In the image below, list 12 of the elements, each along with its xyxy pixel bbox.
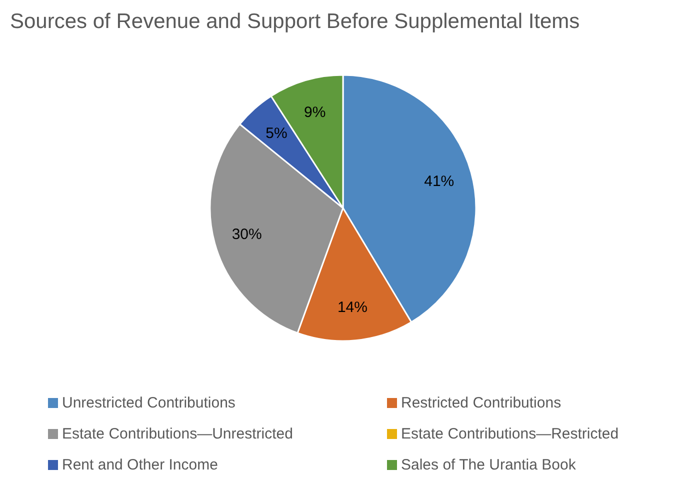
- legend-label: Unrestricted Contributions: [62, 394, 236, 412]
- legend-label: Estate Contributions—Restricted: [401, 426, 619, 442]
- legend-label: Estate Contributions—Unrestricted: [62, 426, 293, 442]
- data-label: 5%: [266, 125, 288, 142]
- legend-label: Rent and Other Income: [62, 456, 218, 474]
- data-label: 9%: [304, 104, 326, 121]
- data-label: 30%: [232, 226, 262, 244]
- data-label: 41%: [424, 172, 454, 190]
- legend-label: Restricted Contributions: [401, 394, 562, 412]
- data-label: 14%: [337, 298, 368, 316]
- legend-label: Sales of The Urantia Book: [401, 456, 576, 474]
- chart-title: Sources of Revenue and Support Before Supplemental Items: [10, 10, 580, 33]
